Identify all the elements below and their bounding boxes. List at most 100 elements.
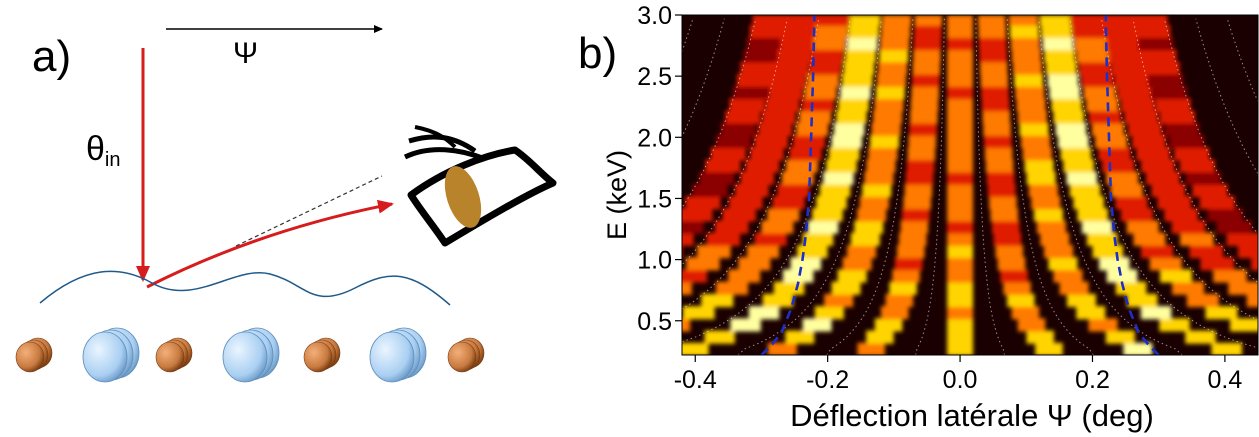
heatmap-cell bbox=[947, 134, 974, 149]
heatmap-cell bbox=[1115, 196, 1148, 210]
heatmap-cell bbox=[761, 220, 794, 234]
heatmap-cell bbox=[906, 159, 935, 173]
heatmap-cell bbox=[802, 232, 834, 246]
heatmap-cell bbox=[979, 61, 1008, 75]
heatmap-cell bbox=[1132, 134, 1166, 149]
heatmap-cell bbox=[877, 73, 907, 87]
heatmap-cell bbox=[762, 293, 794, 308]
heatmap-cell bbox=[1008, 15, 1038, 26]
heatmap-cell bbox=[1106, 171, 1139, 185]
x-tick-label: 0.2 bbox=[1075, 366, 1110, 394]
heatmap-cell bbox=[777, 49, 812, 63]
heatmap-cell bbox=[902, 208, 930, 222]
heatmap-cell bbox=[911, 85, 939, 100]
heatmap-cell bbox=[947, 24, 974, 39]
heatmap-cell bbox=[1200, 257, 1234, 271]
heatmap-cell bbox=[729, 98, 765, 112]
heatmap-cell bbox=[807, 220, 839, 234]
heatmap-cell bbox=[749, 24, 785, 39]
dotted-grid-curve bbox=[1006, 18, 1094, 355]
heatmap-cell bbox=[817, 15, 850, 26]
heatmap-cell bbox=[1171, 220, 1206, 234]
heatmap-cell bbox=[1135, 24, 1171, 39]
heatmap-cell bbox=[840, 85, 871, 100]
heatmap-cell bbox=[1229, 318, 1258, 332]
heatmap-cell bbox=[722, 208, 756, 222]
heatmap-cell bbox=[831, 134, 863, 149]
heatmap-cell bbox=[1086, 232, 1118, 246]
reference-dashed-line bbox=[235, 175, 383, 247]
heatmap-cell bbox=[947, 306, 974, 320]
heatmap-cell bbox=[686, 257, 720, 271]
heatmap-cell bbox=[947, 342, 974, 355]
heatmap-cell bbox=[589, 343, 621, 356]
heatmap-cell bbox=[1213, 269, 1247, 283]
heatmap-cell bbox=[1111, 61, 1146, 75]
heatmap-cell bbox=[857, 342, 885, 355]
heatmap-cell bbox=[1179, 159, 1215, 173]
y-tick-label: 1.0 bbox=[637, 247, 672, 275]
heatmap-cell bbox=[980, 73, 1009, 87]
heatmap-cell bbox=[878, 61, 908, 75]
heatmap-cell bbox=[875, 85, 905, 100]
heatmap-cell bbox=[947, 49, 974, 63]
heatmap-cell bbox=[816, 196, 847, 210]
heatmap-cell bbox=[704, 330, 735, 344]
heatmap-cell bbox=[699, 171, 735, 185]
heatmap-cell bbox=[682, 208, 713, 222]
heatmap-cell bbox=[1000, 269, 1028, 283]
heatmap-cell bbox=[1238, 244, 1258, 259]
heatmap-cell bbox=[947, 73, 974, 87]
heatmap-cell bbox=[914, 15, 943, 26]
heatmap-cell bbox=[978, 24, 1006, 39]
y-tick-label: 0.5 bbox=[637, 308, 672, 336]
heatmap-cell bbox=[914, 24, 942, 39]
heatmap-cell bbox=[894, 257, 923, 271]
heatmap-cell bbox=[754, 134, 789, 149]
dotted-grid-curve bbox=[1163, 18, 1258, 235]
atom-orange bbox=[303, 337, 341, 373]
heatmap-cell bbox=[1086, 98, 1119, 112]
heatmap-cell bbox=[730, 318, 761, 332]
heatmap-cell bbox=[983, 122, 1011, 136]
panel-a-label: a) bbox=[32, 32, 71, 81]
panel-b-label: b) bbox=[578, 29, 617, 78]
heatmap-cell bbox=[826, 159, 857, 173]
eye-icon bbox=[403, 125, 557, 247]
x-tick-label: 0.0 bbox=[943, 366, 978, 394]
heatmap-cell bbox=[897, 244, 925, 259]
psi-label: Ψ bbox=[233, 37, 258, 70]
heatmap-cell bbox=[785, 330, 815, 344]
heatmap-cell bbox=[789, 147, 822, 161]
heatmap-cell bbox=[984, 147, 1013, 161]
heatmap-cell bbox=[824, 293, 854, 308]
heatmap-cell bbox=[837, 269, 867, 283]
dotted-grid-curve bbox=[1069, 18, 1258, 349]
heatmap-cell bbox=[1012, 61, 1042, 75]
heatmap-cell bbox=[728, 269, 761, 283]
heatmap-cell bbox=[1101, 15, 1136, 26]
heatmap-cell bbox=[882, 15, 912, 26]
heatmap-cell bbox=[735, 183, 769, 198]
scattered-beam-arrow bbox=[146, 199, 394, 289]
theta-symbol: θ bbox=[86, 130, 105, 168]
heatmap-cell bbox=[714, 220, 749, 234]
heatmap-cell bbox=[947, 269, 974, 283]
heatmap-cell bbox=[1073, 196, 1104, 210]
heatmap-cell bbox=[833, 122, 865, 136]
heatmap-cell bbox=[1041, 24, 1072, 39]
heatmap-cell bbox=[900, 220, 929, 234]
heatmap-cell bbox=[1126, 220, 1159, 234]
heatmap-cell bbox=[995, 244, 1024, 259]
dotted-grid-curve bbox=[1038, 18, 1183, 355]
heatmap-cell bbox=[1164, 122, 1200, 136]
heatmap-cell bbox=[1141, 244, 1174, 259]
dotted-grid-curve bbox=[1101, 18, 1258, 321]
heatmap-cell bbox=[706, 232, 741, 246]
heatmap-cell bbox=[1138, 37, 1174, 51]
heatmap-cell bbox=[819, 183, 851, 198]
heatmap-cell bbox=[1049, 85, 1080, 100]
heatmap-cell bbox=[908, 134, 937, 149]
heatmap-cell bbox=[1018, 110, 1048, 124]
heatmap-cell bbox=[910, 98, 939, 112]
